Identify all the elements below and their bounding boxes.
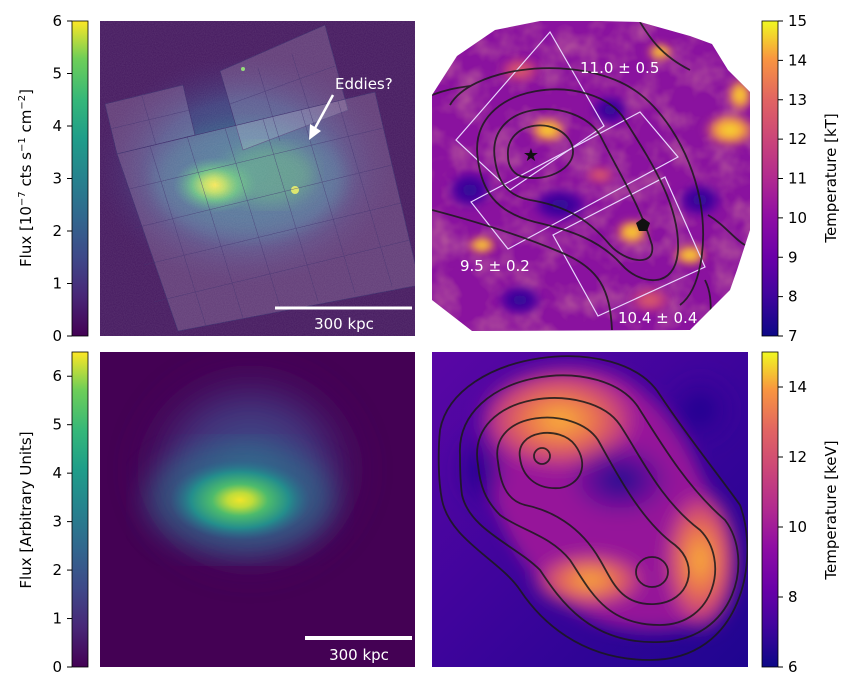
colorbar-top-left-ticks: 0 1 2 3 4 5 6 [52,12,72,345]
colorbar-tick-label: 12 [788,448,807,466]
colorbar-tick-label: 13 [788,91,807,109]
colorbar-tick-label: 6 [788,658,798,676]
scalebar-top: 300 kpc [275,306,412,333]
colorbar-tick-label: 8 [788,288,798,306]
region-label-north: 11.0 ± 0.5 [580,59,659,77]
colorbar-tick-label: 14 [788,51,807,69]
colorbar-bottom-right: 6 8 10 12 14 Temperature [keV] [761,351,840,676]
colorbar-tick-label: 4 [52,117,62,135]
colorbar-tick-label: 5 [52,65,62,83]
panel-top-right-temperature-map: ★ [432,21,750,331]
surface-brightness-contours [432,21,746,331]
colorbar-tick-label: 6 [52,12,62,30]
colorbar-tick-label: 8 [788,588,798,606]
colorbar-bottom-left-ticks: 0 1 2 3 4 5 6 [52,367,72,676]
colorbar-top-left-title: Flux [10−7 cts s−1 cm−2] [17,89,35,267]
colorbar-tick-label: 6 [52,367,62,385]
colorbar-bottom-left-title: Flux [Arbitrary Units] [17,431,35,588]
colorbar-tick-label: 11 [788,170,807,188]
scalebar-bottom: 300 kpc [305,636,412,664]
colorbar-tick-label: 0 [52,327,62,345]
scalebar-top-label: 300 kpc [314,315,374,333]
colorbar-tick-label: 4 [52,464,62,482]
scalebar-bottom-label: 300 kpc [329,646,389,664]
colorbar-top-right: 7 8 9 10 11 12 13 14 15 Temperature [kT] [761,12,840,345]
colorbar-tick-label: 15 [788,12,807,30]
colorbar-bottom-right-ticks: 6 8 10 12 14 [778,378,807,676]
eddies-label: Eddies? [335,75,393,93]
region-label-southwest: 9.5 ± 0.2 [460,257,530,275]
region-label-southeast: 10.4 ± 0.4 [618,309,697,327]
colorbar-tick-label: 3 [52,170,62,188]
simulated-contours [437,355,748,661]
panel-bottom-left-simulated-flux [100,352,415,667]
colorbar-top-left: 0 1 2 3 4 5 6 Flux [10−7 cts s−1 cm−2] [17,12,89,345]
colorbar-tick-label: 2 [52,222,62,240]
colorbar-tick-label: 9 [788,248,798,266]
colorbar-tick-label: 1 [52,275,62,293]
colorbar-bottom-right-title: Temperature [keV] [822,440,840,580]
colorbar-tick-label: 7 [788,327,798,345]
eddies-annotation: Eddies? [309,75,393,140]
colorbar-tick-label: 10 [788,209,807,227]
colorbar-tick-label: 0 [52,658,62,676]
colorbar-tick-label: 14 [788,378,807,396]
colorbar-tick-label: 12 [788,130,807,148]
colorbar-tick-label: 2 [52,561,62,579]
colorbar-bottom-left: 0 1 2 3 4 5 6 Flux [Arbitrary Units] [17,351,89,676]
colorbar-top-right-title: Temperature [kT] [822,113,840,243]
colorbar-tick-label: 1 [52,610,62,628]
bcg-pentagon-marker [636,218,650,231]
colorbar-top-right-ticks: 7 8 9 10 11 12 13 14 15 [778,12,807,345]
spectral-regions [455,30,706,317]
panel-top-left-xray-map [100,21,415,336]
region-temperature-labels: 11.0 ± 0.5 9.5 ± 0.2 10.4 ± 0.4 [460,59,697,327]
bcg-star-marker: ★ [523,145,539,166]
colorbar-tick-label: 3 [52,513,62,531]
panel-bottom-right-simulated-temperature [432,352,748,667]
colorbar-tick-label: 5 [52,416,62,434]
colorbar-tick-label: 10 [788,518,807,536]
